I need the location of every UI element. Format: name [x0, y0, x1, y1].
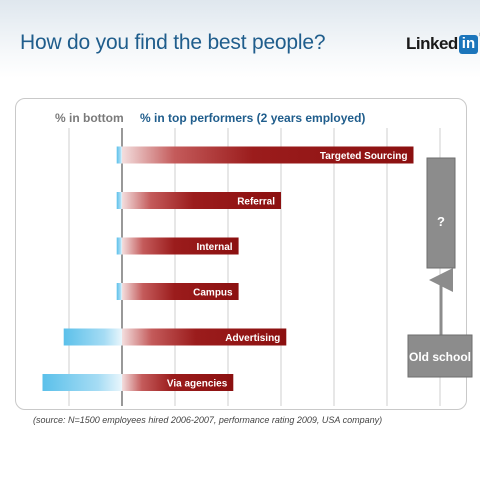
logo-box: in	[458, 34, 479, 54]
old-school-text: Old school	[409, 350, 471, 364]
question-box	[426, 157, 456, 269]
linkedin-logo: Linked in ®	[406, 33, 480, 55]
slide-title: How do you find the best people?	[20, 31, 326, 54]
bar-bottom	[116, 192, 122, 209]
bar-top	[122, 283, 239, 300]
question-mark-text: ?	[437, 214, 445, 229]
old-school-box	[407, 334, 473, 378]
logo-text: Linked	[406, 34, 458, 53]
bar-top	[122, 192, 281, 209]
grid-layer	[68, 128, 441, 406]
bar-category-label: Advertising	[225, 333, 280, 344]
bar-bottom	[116, 146, 122, 164]
bar-top	[122, 374, 234, 391]
bar-category-label: Referral	[237, 197, 275, 208]
legend-top-label: % in top performers (2 years employed)	[140, 111, 366, 125]
bar-bottom	[42, 374, 122, 391]
source-note: (source: N=1500 employees hired 2006-200…	[33, 415, 383, 425]
bar-category-label: Via agencies	[167, 379, 228, 390]
bars-layer: Targeted Sourcing Referral Internal Campus A…	[42, 146, 414, 391]
bar-top	[122, 146, 414, 164]
bar-category-label: Internal	[196, 242, 232, 253]
bar-bottom	[116, 283, 122, 300]
legend-bottom-label: % in bottom	[55, 111, 124, 125]
bar-bottom	[116, 237, 122, 255]
bar-category-label: Targeted Sourcing	[320, 151, 408, 162]
bar-bottom	[63, 328, 122, 346]
header-band	[0, 0, 480, 78]
bar-top	[122, 237, 239, 255]
bar-category-label: Campus	[193, 288, 233, 299]
bar-top	[122, 328, 287, 346]
